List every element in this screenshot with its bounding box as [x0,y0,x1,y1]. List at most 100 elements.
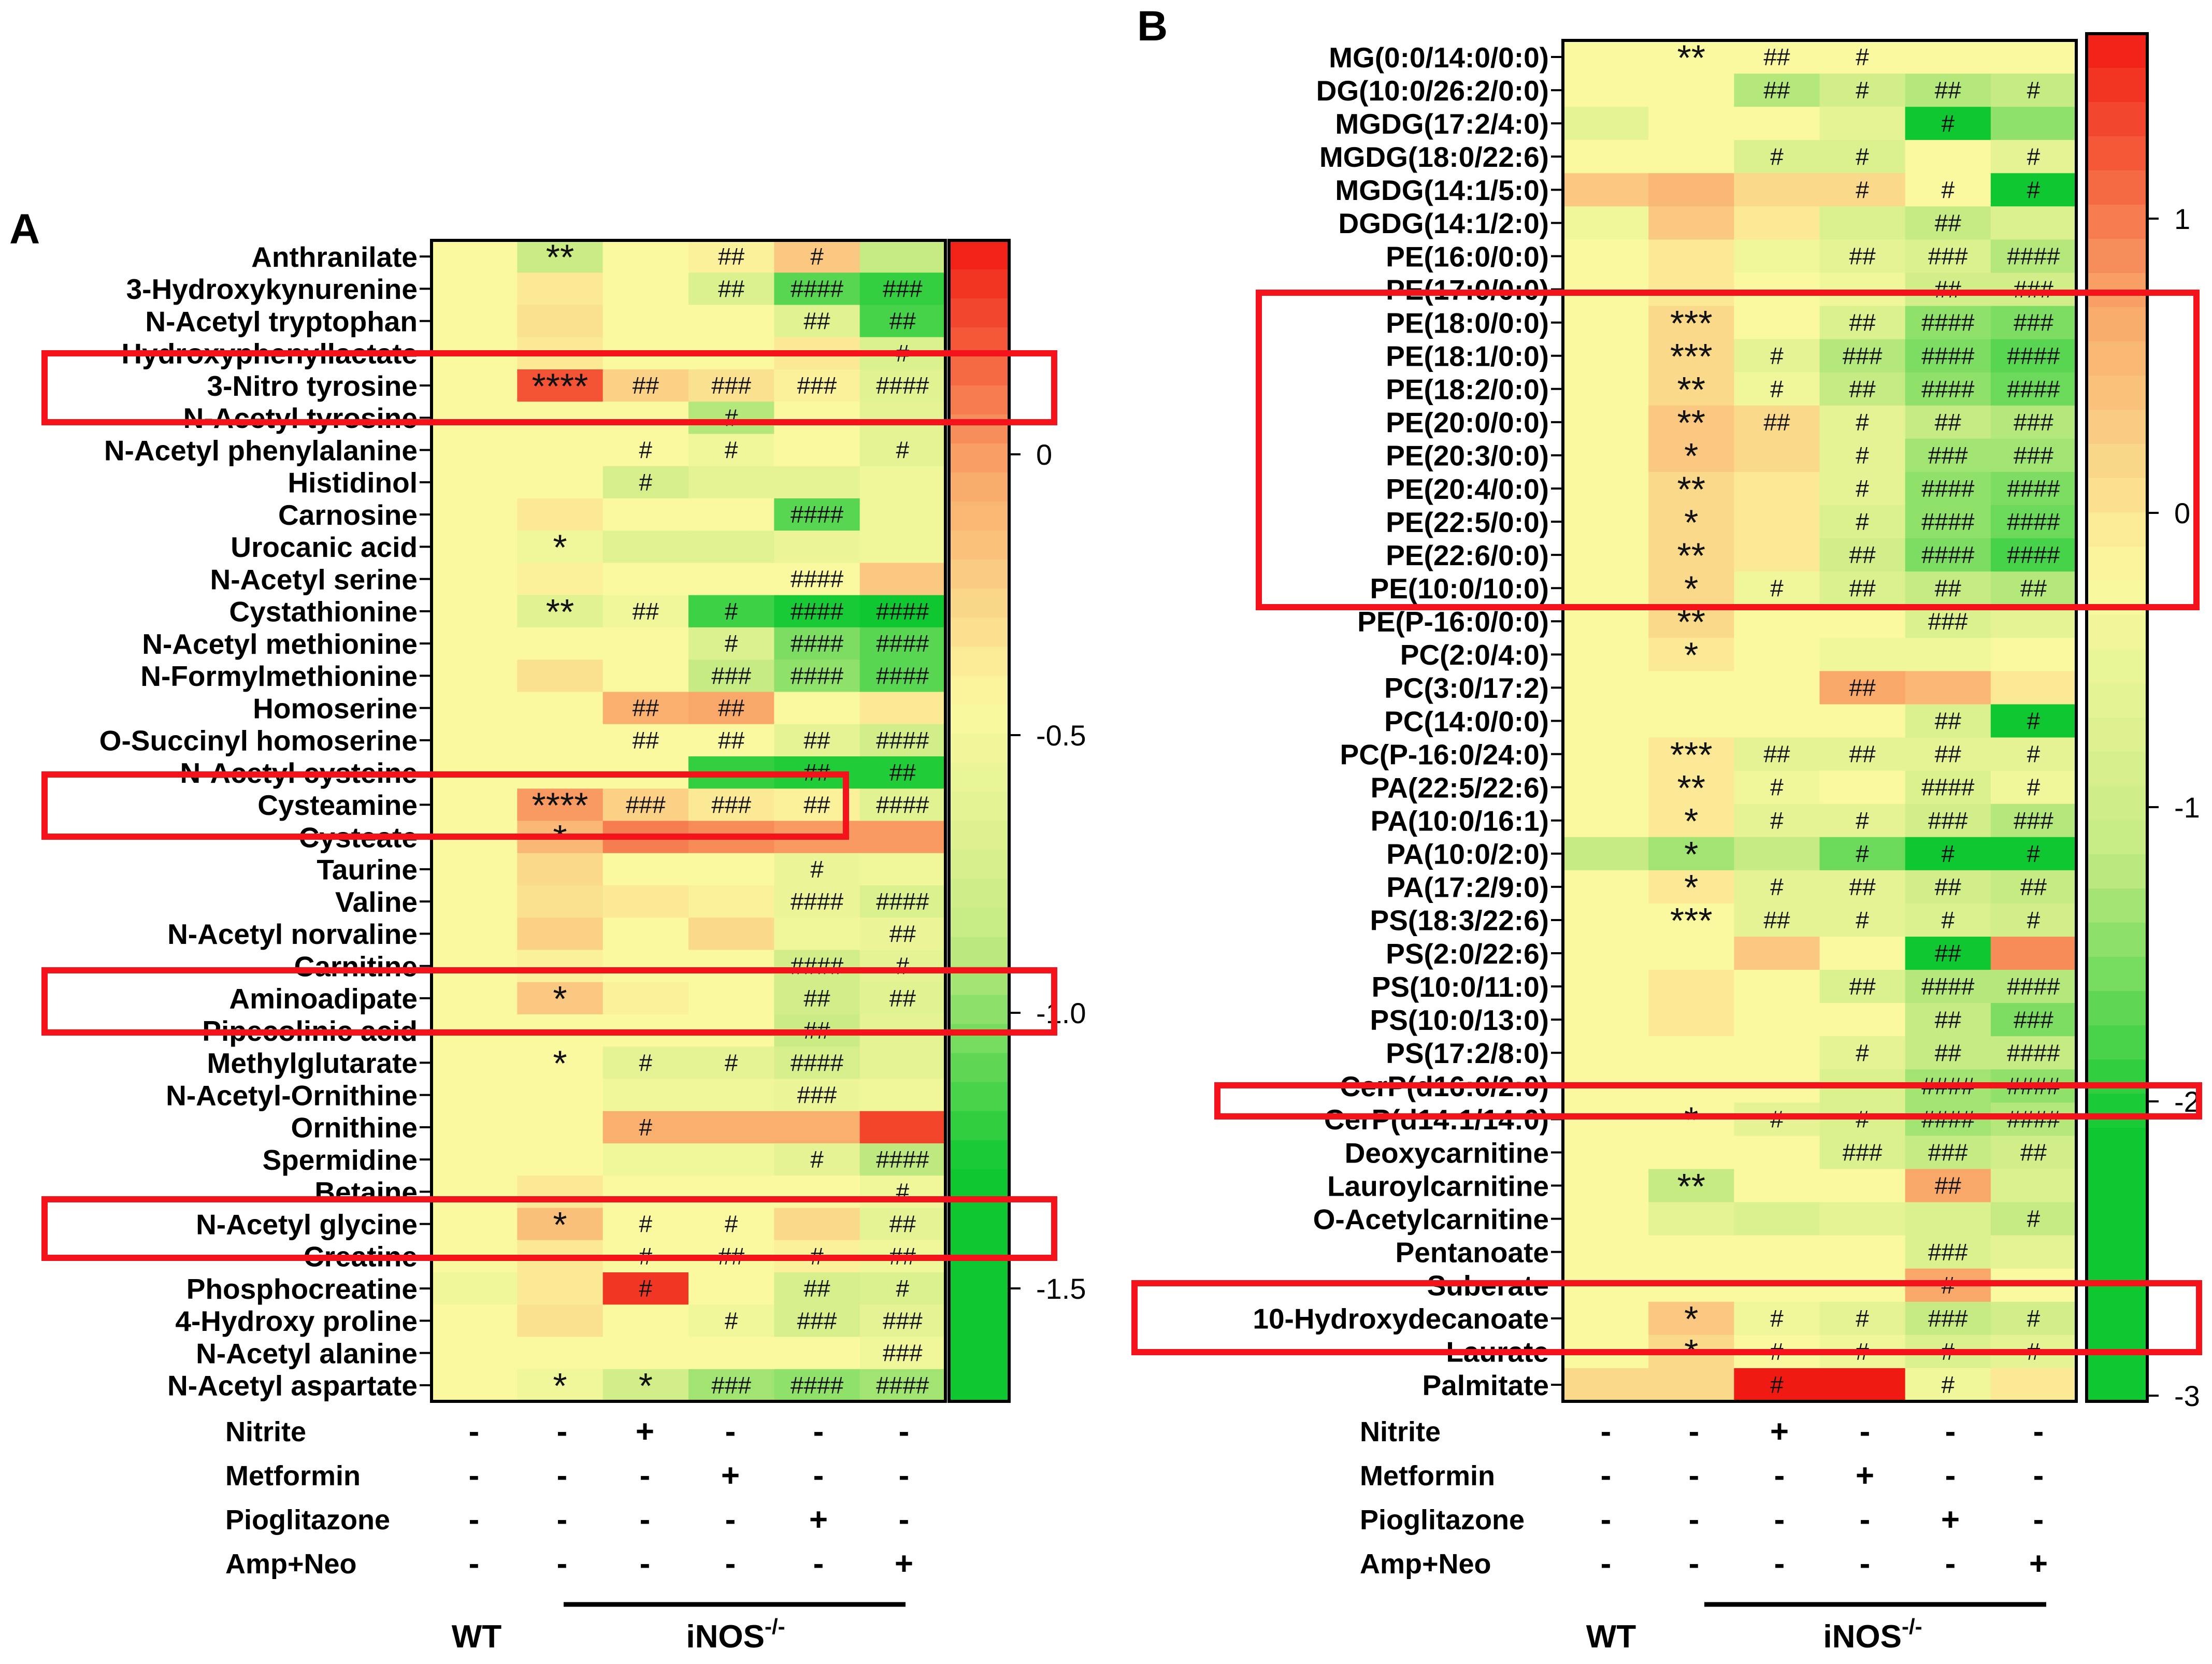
heatmap-cell [1648,704,1735,738]
heatmap-cell [602,692,689,725]
heatmap-cell [859,950,946,983]
heatmap-cell [602,401,689,435]
treatment-sign: - [1945,1414,1956,1450]
significance-mark: ## [1763,409,1790,436]
heatmap-cell [1990,837,2077,871]
row-label: N-Acetyl serine [210,563,418,595]
treatment-sign: - [1774,1458,1785,1494]
significance-mark: ## [1849,973,1876,1000]
heatmap-cell [1819,306,1906,340]
colorbar-segment [949,705,1009,735]
significance-mark: **** [532,366,588,406]
significance-mark: # [2027,741,2041,768]
significance-mark: # [1856,176,1869,203]
heatmap-cell [1819,638,1906,672]
heatmap-cell [602,724,689,757]
significance-mark: ### [626,791,666,818]
treatment-sign: + [1856,1458,1874,1494]
heatmap-cell [1905,239,1991,274]
heatmap-cell [517,434,604,467]
heatmap-cell [1819,837,1906,871]
heatmap-cell [1563,704,1649,738]
heatmap-cell [1990,339,2077,373]
colorbar-frame [2085,32,2149,1403]
heatmap-cell [1648,173,1735,207]
heatmap-cell [1819,40,1906,74]
row-label: Palmitate [1422,1369,1549,1401]
significance-mark: # [1770,342,1784,369]
heatmap-cell [1819,505,1906,539]
significance-mark: #### [791,501,844,528]
row-label: Phosphocreatine [186,1273,418,1305]
colorbar-segment [949,908,1009,938]
colorbar-segment [949,1169,1009,1199]
heatmap-cell [1990,737,2077,771]
heatmap-cell [1734,1235,1820,1269]
heatmap-cell [1648,1003,1735,1037]
treatment-sign: - [899,1414,910,1450]
heatmap-cell [1990,405,2077,439]
colorbar-tick-label: -0.5 [1036,719,1086,752]
colorbar-segment [2087,615,2147,650]
significance-mark: ## [803,791,830,818]
heatmap-cell [1734,936,1820,970]
heatmap-cell [774,724,860,757]
heatmap-cell [688,692,775,725]
heatmap-cells: ** ## ### # ## ### # ## # ##### ### ###### ###*** ## #… [1563,37,2077,1402]
row-label: Betaine [314,1176,418,1208]
significance-mark: ## [1935,575,1962,601]
significance-mark: ### [1928,807,1968,834]
heatmap-cell [602,1175,689,1209]
heatmap-cell [859,1175,946,1209]
panel-label: A [9,206,40,253]
heatmap-cell [432,1046,518,1080]
row-label: Ornithine [291,1112,418,1144]
heatmap-cell [517,885,604,919]
colorbar-segment [949,530,1009,561]
significance-mark: * [639,1366,653,1406]
heatmap-cell [432,917,518,951]
heatmap-cell [1734,671,1820,705]
colorbar-segment [2087,649,2147,684]
heatmap-cell [859,466,946,499]
significance-mark: #### [2007,376,2060,403]
heatmap-cell [432,692,518,725]
colorbar-segment [2087,718,2147,752]
colorbar-segment [2087,683,2147,718]
significance-mark: # [1770,1371,1784,1398]
heatmap-cell [1734,206,1820,240]
heatmap-cell [517,1046,604,1080]
heatmap-cell [1819,239,1906,274]
heatmap-cell [1905,1368,1991,1402]
heatmap-cell [774,1143,860,1177]
heatmap-cell [432,1143,518,1177]
heatmap-cell [1734,638,1820,672]
heatmap-cell [688,917,775,951]
treatment-sign: - [640,1502,651,1538]
significance-mark: # [1856,1039,1869,1066]
heatmap-cell [1563,505,1649,539]
significance-mark: ## [633,695,659,722]
heatmap-cell [859,724,946,757]
heatmap-cell [517,917,604,951]
row-label: Valine [335,886,418,918]
heatmap-cell [1990,903,2077,937]
treatment-sign: - [469,1546,480,1582]
heatmap-cell [432,369,518,403]
heatmap-cell [1819,870,1906,904]
significance-mark: ## [1935,1006,1962,1033]
heatmap-cell [1990,1003,2077,1037]
significance-mark: ### [883,275,923,302]
significance-mark: # [1770,1305,1784,1332]
significance-mark: # [1856,442,1869,469]
heatmap-cell [1819,1202,1906,1236]
row-label: 4-Hydroxy proline [175,1305,418,1337]
heatmap-cell [1648,1036,1735,1070]
row-label: DG(10:0/26:2/0:0) [1316,75,1549,107]
significance-mark: #### [2007,1039,2060,1066]
colorbar-segment [2087,957,2147,992]
significance-mark: *** [1670,303,1713,343]
significance-mark: ## [1763,907,1790,934]
colorbar: 1 0 -1 -2 -3 [2085,32,2200,1412]
heatmap-cell [859,853,946,886]
